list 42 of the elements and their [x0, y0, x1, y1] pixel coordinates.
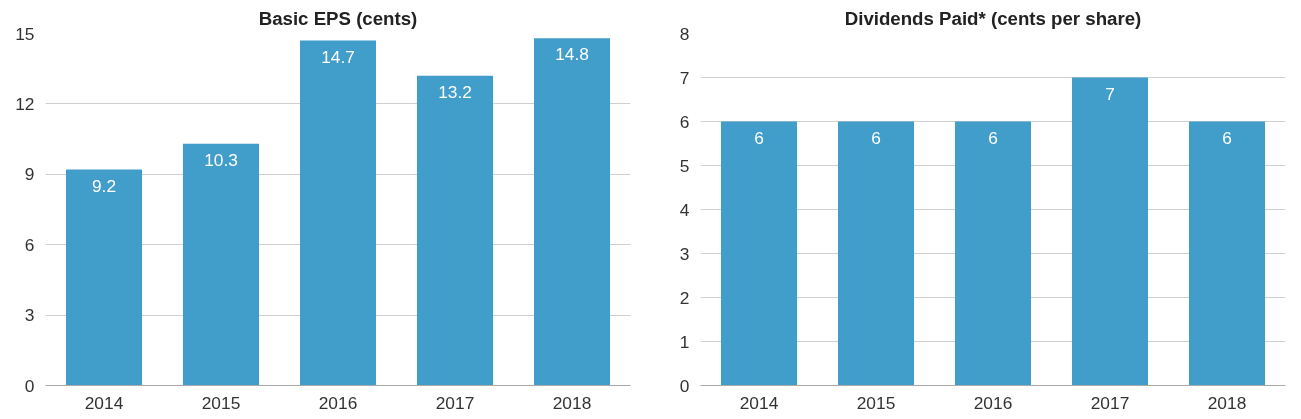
data-label: 7: [1105, 83, 1115, 104]
bar: [299, 40, 377, 386]
y-tick-label: 6: [679, 111, 690, 132]
x-tick-label: 2016: [973, 392, 1013, 413]
data-label: 10.3: [204, 149, 238, 170]
y-tick-label: 4: [679, 199, 690, 220]
x-tick-label: 2017: [435, 392, 475, 413]
y-tick-label: 1: [679, 331, 690, 352]
data-label: 6: [871, 127, 881, 148]
bar: [65, 169, 143, 386]
y-tick-label: 12: [15, 93, 35, 114]
x-tick-label: 2014: [739, 392, 779, 413]
x-tick-label: 2016: [318, 392, 358, 413]
x-tick-label: 2018: [552, 392, 592, 413]
data-label: 6: [1222, 127, 1232, 148]
y-tick-label: 8: [679, 23, 690, 44]
chart-title: Dividends Paid* (cents per share): [844, 7, 1142, 29]
y-tick-label: 15: [15, 23, 35, 44]
bar: [416, 75, 494, 386]
x-tick-label: 2014: [84, 392, 124, 413]
y-tick-label: 3: [24, 305, 35, 326]
bar: [533, 38, 611, 386]
y-tick-label: 7: [679, 67, 690, 88]
y-tick-label: 6: [24, 234, 35, 255]
data-label: 6: [754, 127, 764, 148]
y-tick-label: 5: [679, 155, 690, 176]
data-label: 14.8: [555, 44, 589, 65]
y-tick-label: 0: [679, 375, 690, 396]
data-label: 6: [988, 127, 998, 148]
x-tick-label: 2015: [201, 392, 241, 413]
y-tick-label: 3: [679, 243, 690, 264]
y-tick-label: 0: [24, 375, 35, 396]
y-tick-label: 9: [24, 164, 35, 185]
y-tick-label: 2: [679, 287, 690, 308]
x-tick-label: 2018: [1207, 392, 1247, 413]
x-tick-label: 2015: [856, 392, 896, 413]
x-tick-label: 2017: [1090, 392, 1130, 413]
data-label: 14.7: [321, 46, 355, 67]
data-label: 13.2: [438, 81, 472, 102]
chart-title: Basic EPS (cents): [258, 7, 418, 29]
bar: [182, 143, 260, 386]
data-label: 9.2: [91, 175, 117, 196]
